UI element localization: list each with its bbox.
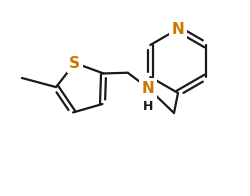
Text: H: H xyxy=(143,100,153,113)
Text: N: N xyxy=(172,22,184,36)
Text: S: S xyxy=(69,55,80,71)
Text: N: N xyxy=(142,81,154,95)
